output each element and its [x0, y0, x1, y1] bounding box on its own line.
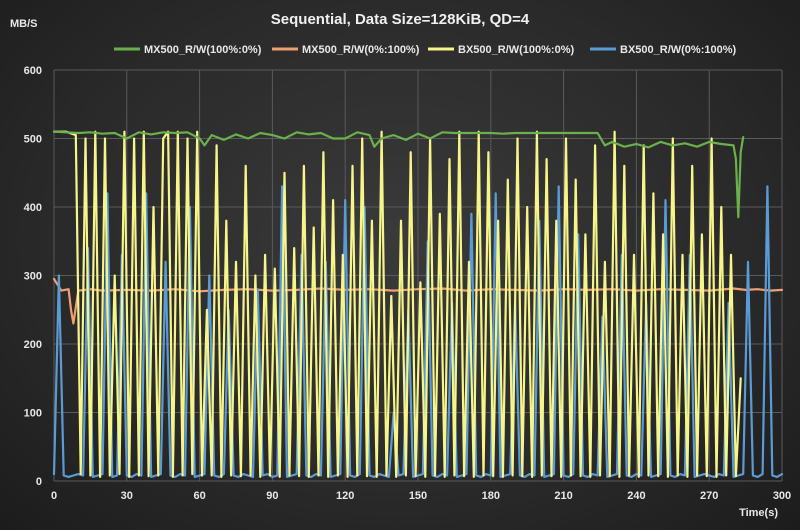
legend-label: BX500_R/W(100%:0%): [458, 44, 574, 56]
y-tick-label: 600: [24, 65, 42, 77]
series-line-2: [52, 130, 742, 478]
x-tick-label: 270: [700, 490, 718, 502]
series-group: [52, 130, 784, 478]
x-tick-label: 60: [193, 490, 205, 502]
y-tick-label: 300: [24, 271, 42, 283]
x-tick-label: 210: [554, 490, 572, 502]
legend-item-3: BX500_R/W(0%:100%): [590, 44, 736, 56]
y-tick-label: 200: [24, 339, 42, 351]
legend-label: BX500_R/W(0%:100%): [620, 44, 736, 56]
x-ticks: 0 30 60 90 120 150 180 210 240 270 300: [51, 490, 791, 502]
x-tick-label: 240: [627, 490, 645, 502]
y-tick-label: 100: [24, 408, 42, 420]
x-tick-label: 0: [51, 490, 57, 502]
legend: MX500_R/W(100%:0%) MX500_R/W(0%:100%) BX50…: [114, 44, 736, 56]
x-tick-label: 120: [336, 490, 354, 502]
chart-title: Sequential, Data Size=128KiB, QD=4: [271, 11, 530, 28]
x-axis-label: Time(s): [739, 507, 778, 519]
series-line-3: [52, 185, 784, 478]
x-tick-label: 90: [266, 490, 278, 502]
y-tick-label: 400: [24, 202, 42, 214]
x-tick-label: 30: [121, 490, 133, 502]
x-tick-label: 180: [482, 490, 500, 502]
x-tick-label: 150: [409, 490, 427, 502]
y-axis-label: MB/S: [10, 18, 38, 30]
legend-label: MX500_R/W(100%:0%): [144, 44, 262, 56]
legend-item-0: MX500_R/W(100%:0%): [114, 44, 262, 56]
legend-item-2: BX500_R/W(100%:0%): [428, 44, 574, 56]
series-line-0: [52, 130, 745, 219]
x-tick-label: 300: [773, 490, 791, 502]
y-tick-label: 500: [24, 134, 42, 146]
y-ticks: 0 100 200 300 400 500 600: [24, 65, 42, 488]
y-tick-label: 0: [36, 476, 42, 488]
legend-label: MX500_R/W(0%:100%): [302, 44, 420, 56]
legend-item-1: MX500_R/W(0%:100%): [272, 44, 420, 56]
